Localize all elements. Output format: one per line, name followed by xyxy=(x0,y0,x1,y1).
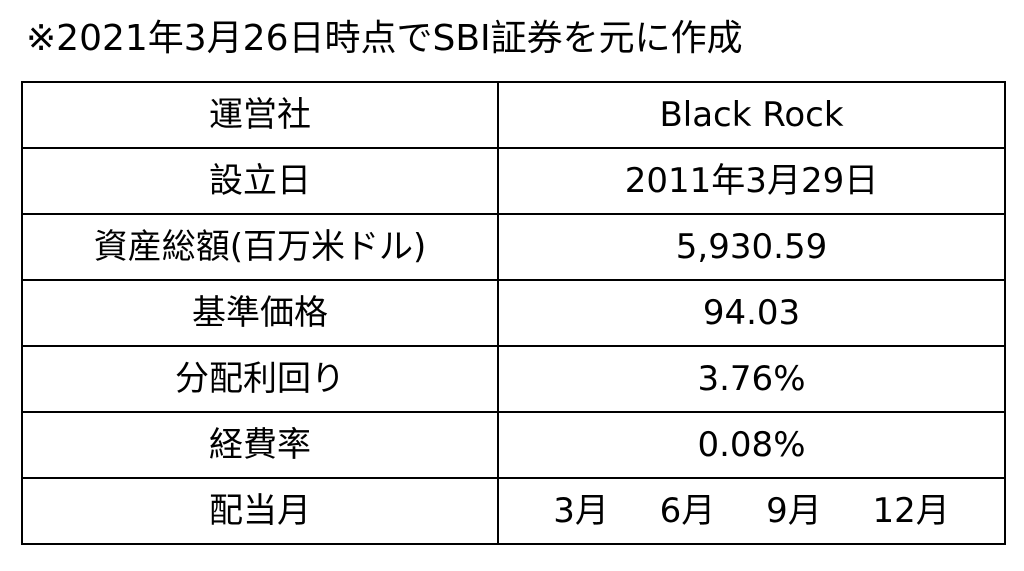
table-row: 配当月 3月 6月 9月 12月 xyxy=(21,477,1006,545)
table-row: 分配利回り 3.76% xyxy=(21,345,1006,413)
row-value-dividend-months: 3月 6月 9月 12月 xyxy=(497,477,1006,545)
dividend-months-list: 3月 6月 9月 12月 xyxy=(533,491,970,531)
table-row: 運営社 Black Rock xyxy=(21,81,1006,149)
row-value-expense-ratio: 0.08% xyxy=(497,411,1006,479)
source-note: ※2021年3月26日時点でSBI証券を元に作成 xyxy=(26,18,743,59)
fund-info-table: 運営社 Black Rock 設立日 2011年3月29日 資産総額(百万米ドル… xyxy=(21,81,1006,545)
row-label-dividend-months: 配当月 xyxy=(21,477,499,545)
dividend-month: 9月 xyxy=(766,491,822,531)
row-value-nav-price: 94.03 xyxy=(497,279,1006,347)
row-value-manager: Black Rock xyxy=(497,81,1006,149)
dividend-month: 6月 xyxy=(659,491,716,531)
row-value-inception-date: 2011年3月29日 xyxy=(497,147,1006,215)
row-value-dividend-yield: 3.76% xyxy=(497,345,1006,413)
table-row: 基準価格 94.03 xyxy=(21,279,1006,347)
row-label-dividend-yield: 分配利回り xyxy=(21,345,499,413)
row-label-total-assets: 資産総額(百万米ドル) xyxy=(21,213,499,281)
row-label-inception-date: 設立日 xyxy=(21,147,499,215)
table-row: 経費率 0.08% xyxy=(21,411,1006,479)
table-row: 資産総額(百万米ドル) 5,930.59 xyxy=(21,213,1006,281)
dividend-month: 3月 xyxy=(553,491,609,531)
row-value-total-assets: 5,930.59 xyxy=(497,213,1006,281)
row-label-expense-ratio: 経費率 xyxy=(21,411,499,479)
dividend-month: 12月 xyxy=(872,491,950,531)
row-label-nav-price: 基準価格 xyxy=(21,279,499,347)
table-row: 設立日 2011年3月29日 xyxy=(21,147,1006,215)
row-label-manager: 運営社 xyxy=(21,81,499,149)
